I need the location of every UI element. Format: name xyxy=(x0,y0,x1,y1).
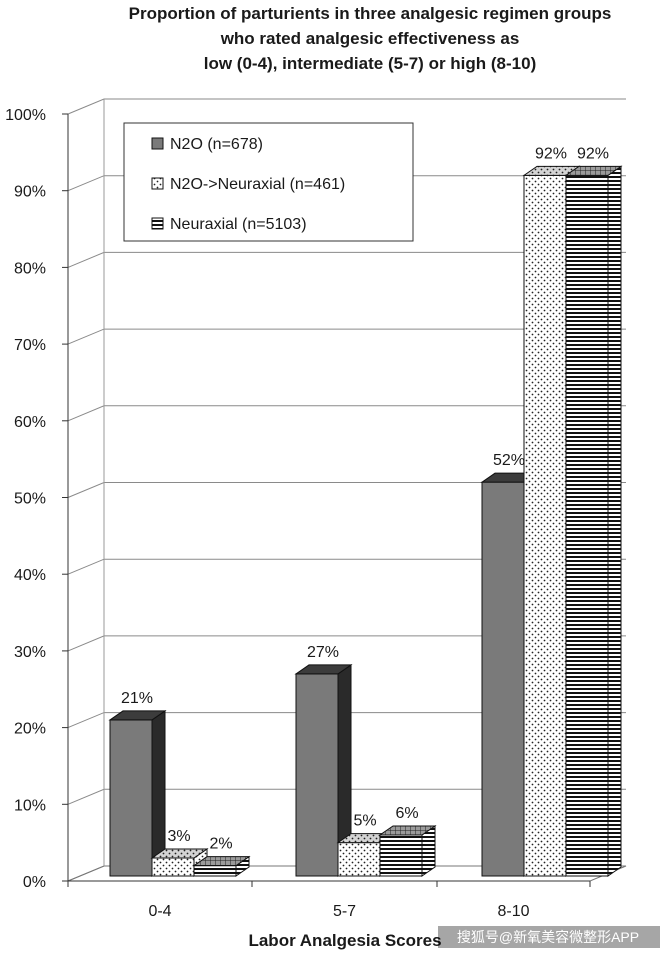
chart-title: Proportion of parturients in three analg… xyxy=(129,4,612,73)
data-label: 27% xyxy=(307,644,339,661)
y-tick-label: 40% xyxy=(14,567,46,584)
legend: N2O (n=678) N2O->Neuraxial (n=461) Neuraxi… xyxy=(123,122,414,242)
y-tick-label: 60% xyxy=(14,414,46,431)
bar-top xyxy=(564,165,623,176)
bar xyxy=(564,165,623,877)
bar-front xyxy=(481,481,525,877)
y-tick-label: 30% xyxy=(14,644,46,661)
watermark: 搜狐号@新氧美容微整形APP xyxy=(457,929,639,945)
data-label: 52% xyxy=(493,452,525,469)
y-tick-label: 20% xyxy=(14,721,46,738)
legend-swatch xyxy=(151,217,164,230)
bar-top xyxy=(378,825,437,836)
legend-label: N2O->Neuraxial (n=461) xyxy=(170,176,345,193)
bar-front xyxy=(109,719,153,877)
bar-front xyxy=(295,673,339,877)
x-tick-label: 8-10 xyxy=(497,903,529,920)
chart-title-line-1: Proportion of parturients in three analg… xyxy=(129,4,612,23)
bar-top xyxy=(294,664,353,675)
legend-box xyxy=(123,122,414,242)
data-label: 2% xyxy=(209,836,232,853)
legend-swatch xyxy=(151,137,164,150)
plot-area xyxy=(67,98,627,882)
bar-front xyxy=(565,174,609,877)
chart-title-line-3: low (0-4), intermediate (5-7) or high (8… xyxy=(204,54,537,73)
watermark-background xyxy=(438,926,660,948)
bar-front xyxy=(193,865,237,877)
x-tick-label: 0-4 xyxy=(148,903,171,920)
y-tick-label: 50% xyxy=(14,491,46,508)
bar-side xyxy=(607,165,622,877)
bar-front xyxy=(523,174,567,877)
x-axis: 0-4 5-7 8-10 xyxy=(67,880,591,920)
y-tick-label: 70% xyxy=(14,337,46,354)
bar-front xyxy=(337,842,381,877)
data-label: 6% xyxy=(395,805,418,822)
chart-title-line-2: who rated analgesic effectiveness as xyxy=(220,29,520,48)
legend-swatch xyxy=(151,177,164,190)
bar-front xyxy=(151,857,195,877)
bar xyxy=(108,709,167,877)
data-label: 3% xyxy=(167,828,190,845)
x-axis-label: Labor Analgesia Scores xyxy=(248,931,441,950)
y-tick-label: 0% xyxy=(23,874,46,891)
y-tick-label: 80% xyxy=(14,260,46,277)
bar-top xyxy=(150,848,209,859)
bar-top xyxy=(108,710,167,721)
bar xyxy=(192,855,251,877)
data-label: 21% xyxy=(121,690,153,707)
gridline xyxy=(67,98,626,115)
bar-front xyxy=(379,834,423,877)
data-label: 92% xyxy=(577,145,609,162)
legend-label: Neuraxial (n=5103) xyxy=(170,216,307,233)
y-tick-label: 90% xyxy=(14,184,46,201)
bar xyxy=(378,825,437,877)
bar-top xyxy=(192,856,251,867)
data-label: 5% xyxy=(353,813,376,830)
y-tick-label: 100% xyxy=(5,107,46,124)
bar xyxy=(294,663,353,877)
y-tick-label: 10% xyxy=(14,797,46,814)
x-tick-label: 5-7 xyxy=(333,903,356,920)
y-axis: 0% 10% 20% 30% 40% 50% 60% 70% 80% 90% 100% xyxy=(5,107,69,891)
legend-label: N2O (n=678) xyxy=(170,136,263,153)
data-label: 92% xyxy=(535,145,567,162)
bars: 21% 3% 2% 27% 5% 6% 52% 92% 92% xyxy=(108,145,623,877)
